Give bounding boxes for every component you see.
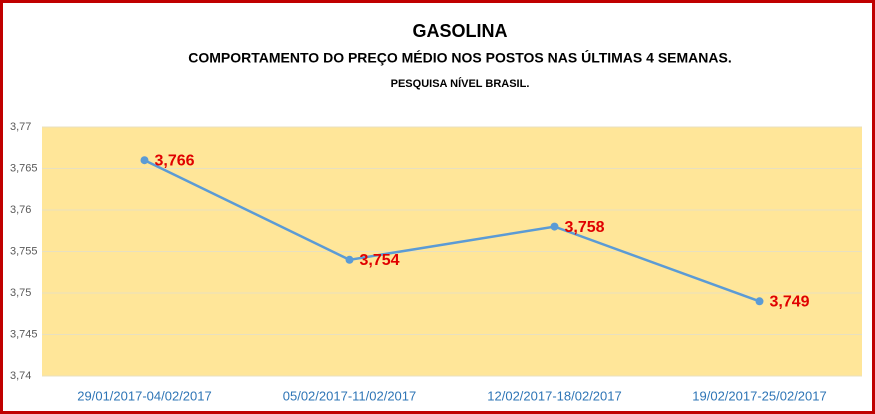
y-tick-label: 3,755: [10, 245, 38, 257]
data-label: 3,754: [360, 252, 400, 269]
line: [143, 159, 760, 303]
chart-subtitle: COMPORTAMENTO DO PREÇO MÉDIO NOS POSTOS …: [188, 49, 731, 66]
x-tick-label: 19/02/2017-25/02/2017: [692, 388, 826, 403]
point: [345, 255, 354, 264]
y-tick-label: 3,765: [10, 162, 38, 174]
y-tick-label: 3,77: [10, 121, 31, 133]
data-label: 3,766: [155, 152, 195, 169]
point: [550, 222, 559, 231]
chart-title: GASOLINA: [412, 21, 507, 41]
y-tick-label: 3,745: [10, 328, 38, 340]
chart-subtitle: PESQUISA NÍVEL BRASIL.: [391, 77, 530, 90]
data-label: 3,758: [565, 219, 605, 236]
x-tick-label: 12/02/2017-18/02/2017: [487, 388, 621, 403]
x-tick-label: 05/02/2017-11/02/2017: [283, 388, 417, 403]
point: [140, 156, 149, 165]
y-tick-label: 3,74: [10, 370, 31, 382]
data-label: 3,749: [770, 294, 810, 311]
point: [755, 297, 764, 306]
y-tick-label: 3,76: [10, 204, 31, 216]
x-tick-label: 29/01/2017-04/02/2017: [77, 388, 211, 403]
y-tick-label: 3,75: [10, 287, 31, 299]
